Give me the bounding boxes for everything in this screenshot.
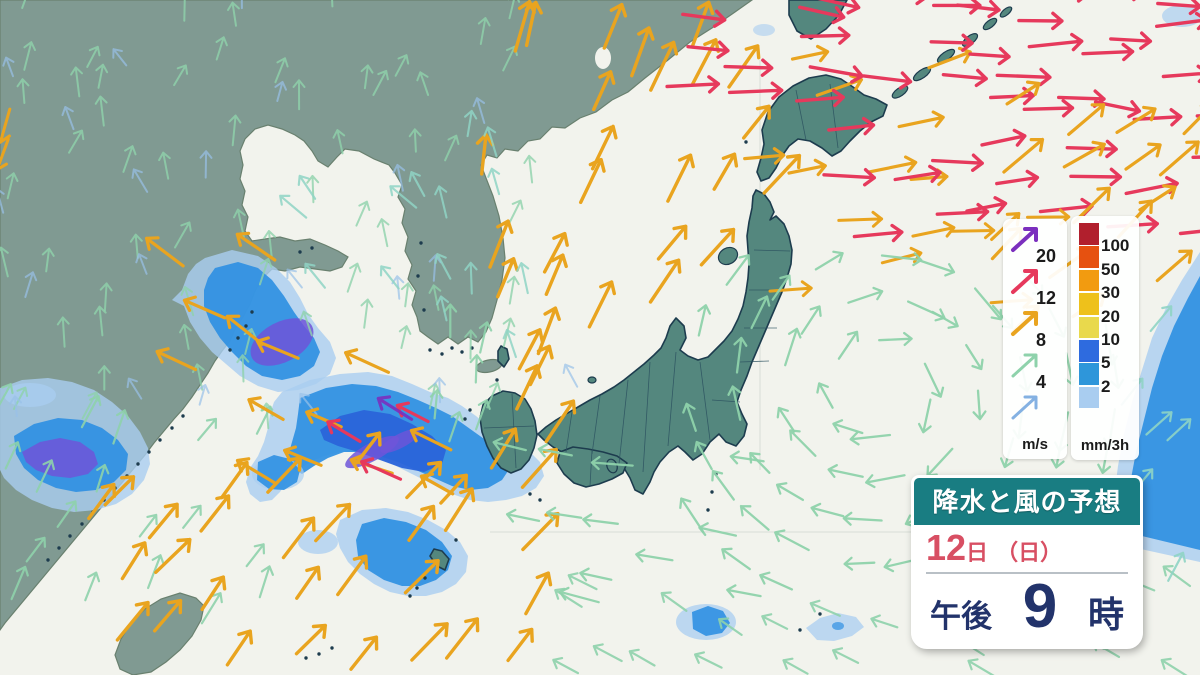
- wind-region-rain-ecs-orange-wnw: [235, 348, 455, 496]
- wind-speed-legend: m/s 20 12 8 4: [1003, 219, 1067, 459]
- rain-area: [22, 438, 98, 478]
- japan-small-island: [587, 376, 597, 384]
- precip-threshold-value: 20: [1101, 306, 1120, 326]
- japan-tsushima: [497, 345, 510, 368]
- forecast-info-panel: 降水と風の予想 12日 （日） 午後 9 時: [911, 475, 1143, 649]
- wind-region-red-jet-top: [665, 0, 1200, 119]
- forecast-date-unit: 日: [966, 540, 989, 565]
- wind-legend-value: 12: [1036, 288, 1057, 308]
- wind-region-left-edge-orange-south: [0, 107, 12, 170]
- forecast-panel-body: 12日 （日） 午後 9 時: [914, 525, 1140, 646]
- wind-region-korea-east-teal: [434, 109, 530, 359]
- wind-region-rain-ecs-red-core: [326, 401, 430, 481]
- forecast-date-number: 12: [926, 527, 967, 568]
- wind-region-hokkaido-orange-east: [743, 44, 972, 186]
- wind-region-rain-yellow-sea-orange-nw: [145, 231, 300, 372]
- japan-small-island: [717, 246, 739, 266]
- taiwan-island: [114, 592, 205, 675]
- precip-swatch: [1079, 246, 1099, 268]
- forecast-hour: 9: [1022, 571, 1058, 641]
- wind-region-yellow-sea-teal-nw: [279, 171, 452, 290]
- precip-swatch: [1079, 223, 1099, 245]
- wind-legend-arrow-8-icon: [1011, 311, 1038, 336]
- precip-threshold-value: 100: [1101, 236, 1130, 256]
- rain-area: [298, 530, 338, 554]
- rain-area: [250, 318, 314, 366]
- rain-area: [753, 24, 775, 36]
- precip-swatch: [1079, 316, 1099, 339]
- japan-shikoku: [556, 446, 628, 488]
- wind-region-orange-tohoku-east: [768, 208, 1071, 309]
- precip-legend-unit-label: mm/3h: [1080, 437, 1130, 454]
- precip-swatch: [1079, 340, 1099, 362]
- forecast-date: 12日 （日）: [926, 528, 1128, 568]
- wind-legend-value: 20: [1036, 246, 1057, 266]
- wind-region-south-coast-mint-west: [492, 436, 765, 604]
- precip-threshold-value: 10: [1101, 330, 1120, 349]
- precip-swatch: [1079, 386, 1099, 409]
- precip-threshold-value: 50: [1101, 259, 1120, 279]
- forecast-panel-divider: [926, 571, 1128, 574]
- precip-swatch: [1079, 363, 1099, 385]
- rain-area: [257, 455, 300, 490]
- wind-legend-arrow-4-icon: [1011, 353, 1038, 378]
- precip-threshold-value: 5: [1101, 353, 1111, 373]
- japan-small-island: [891, 85, 909, 99]
- wind-region-continent-pale-blue: [0, 0, 579, 418]
- japan-small-island: [999, 6, 1013, 18]
- forecast-hour-unit: 時: [1087, 593, 1124, 635]
- wind-region-red-jet-mid: [822, 99, 1200, 243]
- lake-khanka: [595, 47, 611, 69]
- wind-legend-value: 4: [1036, 372, 1047, 392]
- wind-legend-arrow-20-icon: [1011, 227, 1038, 252]
- precip-swatch: [1079, 269, 1099, 292]
- forecast-weekday: （日）: [996, 540, 1063, 565]
- forecast-panel-title: 降水と風の予想: [914, 478, 1140, 525]
- rain-area: [832, 622, 844, 630]
- wind-region-rain-ecs-purple-core: [376, 395, 414, 421]
- japan-okinawa_main: [429, 548, 450, 571]
- wind-legend-arrow-calm-icon: [1011, 395, 1038, 420]
- rain-area: [692, 606, 730, 636]
- wind-region-sea-of-japan-fan-orange: [475, 0, 802, 470]
- wind-legend-unit-label: m/s: [1022, 436, 1048, 453]
- precip-threshold-value: 30: [1101, 283, 1120, 303]
- japan-small-island: [982, 17, 998, 31]
- wind-region-continent-mint: [0, 0, 537, 430]
- precip-swatch: [1079, 293, 1099, 315]
- japan-hokkaido: [756, 74, 888, 182]
- wind-region-southwest-corner-mint: [0, 383, 274, 625]
- precip-threshold-value: 2: [1101, 376, 1111, 396]
- precipitation-legend: mm/3h 100 50 30 20 10 5 2: [1071, 216, 1139, 460]
- wind-legend-arrow-12-icon: [1011, 269, 1038, 294]
- forecast-time: 午後 9 時: [926, 571, 1128, 641]
- wind-legend-value: 8: [1036, 330, 1047, 350]
- wind-region-kyushu-west-mint: [429, 303, 493, 443]
- rain-area: [380, 428, 420, 454]
- forecast-ampm: 午後: [930, 598, 992, 634]
